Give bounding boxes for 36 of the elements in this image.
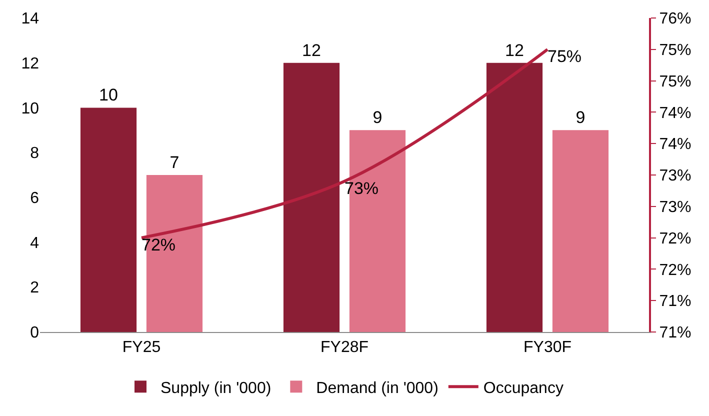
y-tick-label: 8 <box>30 145 40 162</box>
y2-tick-label: 75% <box>659 73 692 90</box>
data-label: 9 <box>372 108 382 128</box>
y2-tick-label: 74% <box>659 136 692 154</box>
y2-tick-label: 74% <box>659 104 692 122</box>
y2-tick-label: 72% <box>659 230 692 248</box>
data-label: 10 <box>99 86 118 105</box>
y2-tick-label: 71% <box>659 324 692 342</box>
bar <box>552 130 609 332</box>
bar <box>486 62 543 332</box>
data-label: 12 <box>302 40 321 60</box>
data-label: 75% <box>548 47 582 66</box>
data-label: 12 <box>505 40 524 60</box>
y-tick-label: 6 <box>30 190 40 208</box>
bar <box>80 108 137 332</box>
y2-tick-label: 73% <box>659 199 692 216</box>
y2-tick-label: 76% <box>659 10 692 28</box>
y2-tick-label: 75% <box>659 42 692 59</box>
y-tick-label: 14 <box>21 10 40 28</box>
y-tick-label: 12 <box>21 55 40 72</box>
y2-tick-label: 73% <box>659 168 692 185</box>
data-label: 7 <box>170 153 180 172</box>
legend-label: Occupancy <box>483 380 564 397</box>
y-tick-label: 4 <box>30 234 40 252</box>
y2-tick-label: 71% <box>659 293 692 310</box>
y-tick-label: 2 <box>30 280 40 297</box>
y-tick-label: 10 <box>21 100 40 118</box>
x-tick-label: FY28F <box>320 339 369 356</box>
x-tick-label: FY30F <box>523 339 572 356</box>
y-tick-label: 0 <box>30 324 40 342</box>
y2-tick-label: 72% <box>659 262 692 279</box>
legend-label: Demand (in '000) <box>316 380 438 397</box>
legend-label: Supply (in '000) <box>160 380 272 397</box>
x-tick-label: FY25 <box>122 339 161 356</box>
data-label: 9 <box>576 108 586 128</box>
bar <box>283 62 340 332</box>
